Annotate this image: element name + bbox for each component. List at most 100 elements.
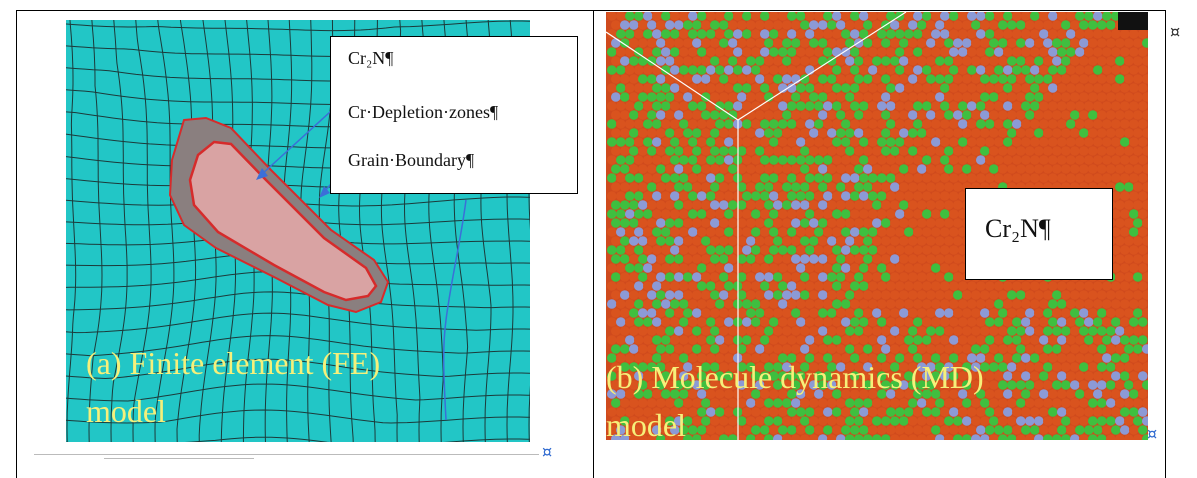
atom [867,299,878,309]
atom [727,326,738,336]
atom [1083,335,1094,345]
atom [696,119,707,129]
atom [808,272,819,282]
md-atoms-figure [606,12,1148,440]
atom [1002,65,1013,75]
atom [930,245,941,255]
atom [1083,299,1094,309]
atom [637,308,648,318]
atom [880,434,891,440]
atom [876,101,887,111]
atom [700,362,711,372]
atom [1074,389,1085,399]
atom [853,128,864,138]
atom [952,38,963,48]
atom [957,119,968,129]
atom [768,155,779,165]
atom [691,434,702,440]
atom [754,398,765,408]
atom [691,272,702,282]
atom [1119,101,1130,111]
atom [1096,290,1107,300]
atom [1096,344,1107,354]
atom [804,47,815,57]
atom [957,47,968,57]
atom [948,317,959,327]
atom [952,20,963,30]
atom [1006,416,1017,426]
atom [993,12,1004,21]
atom [741,83,752,93]
atom [714,191,725,201]
atom [790,56,801,66]
atom [660,245,671,255]
atom [1029,137,1040,147]
atom [1141,236,1148,246]
atom [678,119,689,129]
atom [1110,209,1121,219]
atom [777,47,788,57]
atom [660,317,671,327]
atom [898,344,909,354]
atom [687,29,698,39]
atom [804,335,815,345]
atom [822,12,833,21]
atom [777,83,788,93]
atom [1047,155,1058,165]
atom [1015,344,1026,354]
atom [727,380,738,390]
atom [939,191,950,201]
atom [781,92,792,102]
atom [795,12,806,21]
atom [664,416,675,426]
atom [678,191,689,201]
atom [1047,407,1058,417]
atom [930,83,941,93]
atom [813,245,824,255]
atom [822,101,833,111]
atom [777,227,788,237]
atom [1078,38,1089,48]
atom [673,326,684,336]
atom [655,38,666,48]
atom [799,362,810,372]
atom [943,38,954,48]
atom [970,308,981,318]
atom [1051,128,1062,138]
atom [754,38,765,48]
atom [1002,299,1013,309]
atom [718,380,729,390]
atom [745,362,756,372]
atom [1029,101,1040,111]
atom [673,146,684,156]
atom [894,335,905,345]
mesh-line-horizontal [66,20,530,32]
atom [849,65,860,75]
atom [925,20,936,30]
atom [1137,137,1148,147]
atom [858,227,869,237]
atom [930,371,941,381]
atom [889,110,900,120]
atom [921,29,932,39]
atom [700,380,711,390]
atom [934,92,945,102]
atom [745,326,756,336]
atom [781,146,792,156]
atom [727,434,738,440]
atom [1038,155,1049,165]
atom [786,137,797,147]
atom [610,236,621,246]
atom [862,254,873,264]
atom [939,425,950,435]
atom [997,326,1008,336]
atom [606,47,617,57]
atom [961,344,972,354]
atom [718,254,729,264]
atom [1011,173,1022,183]
atom [822,155,833,165]
atom [871,290,882,300]
atom [691,128,702,138]
atom [1123,218,1134,228]
atom [957,317,968,327]
